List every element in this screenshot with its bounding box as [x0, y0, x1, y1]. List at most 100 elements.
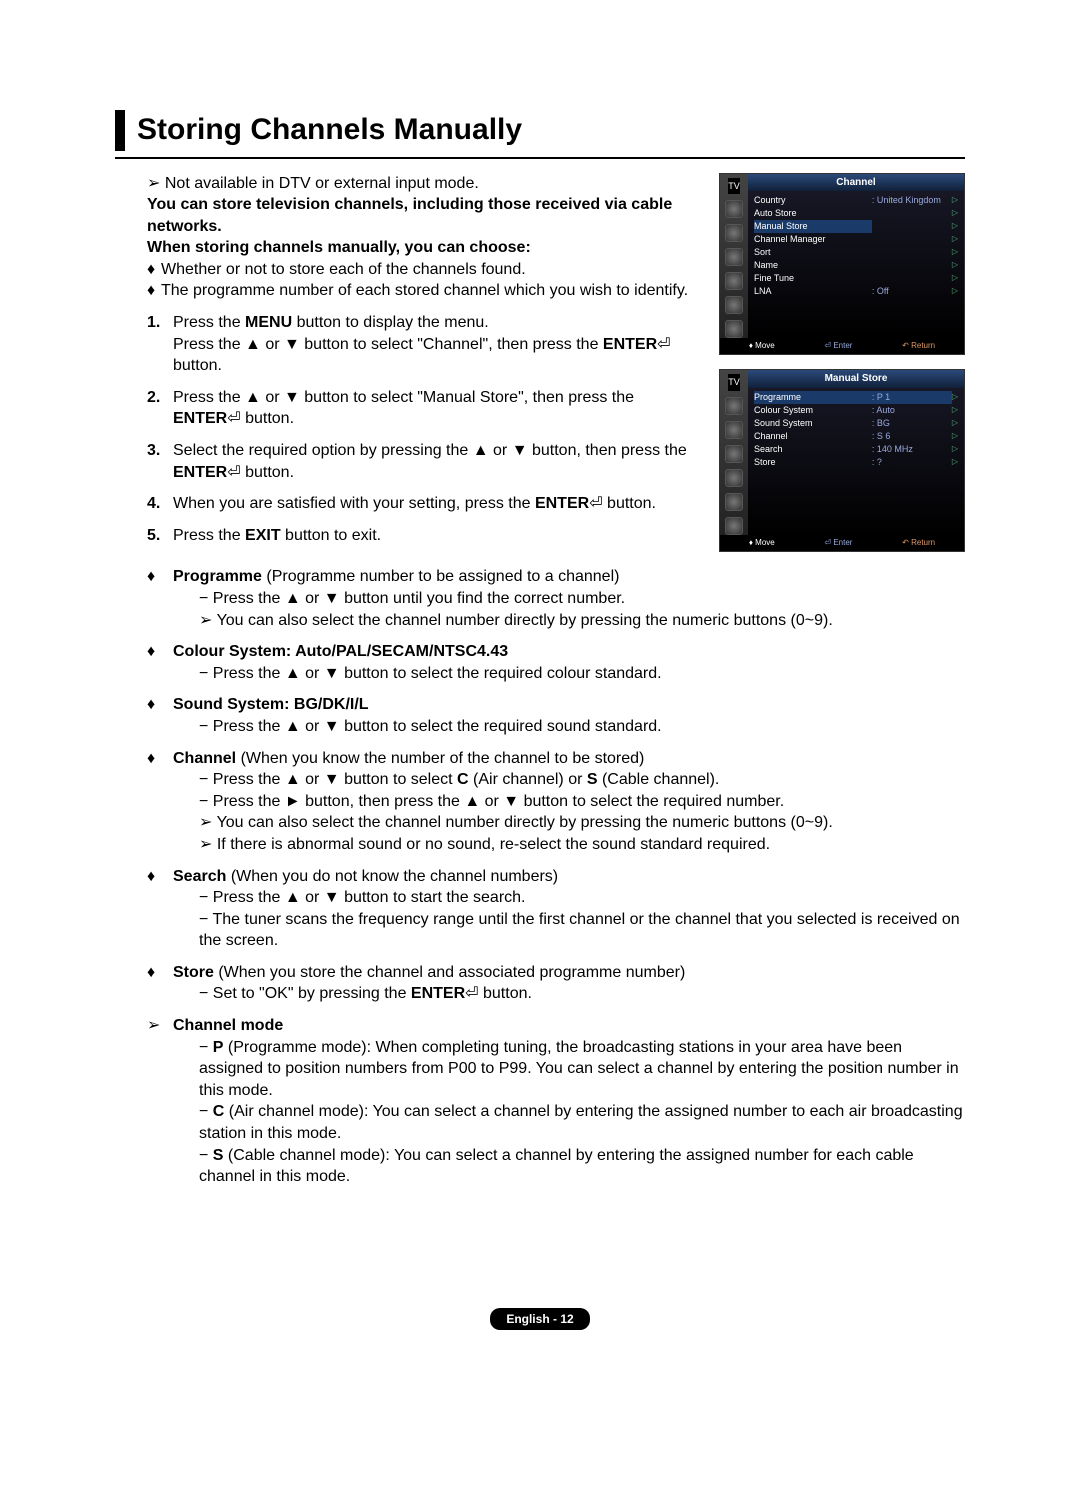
osd-row-label: Store: [754, 456, 872, 468]
bullet-diamond: ♦: [147, 962, 173, 1005]
bullet-diamond: ♦: [147, 866, 173, 952]
osd-row: Programme : P 1 ▷: [754, 391, 958, 404]
osd-row-label: Channel: [754, 430, 872, 442]
option-head: Store (When you store the channel and as…: [173, 962, 965, 984]
osd-row-label: Channel Manager: [754, 233, 872, 245]
osd-foot-move: ♦ Move: [749, 341, 775, 352]
osd-row: Auto Store ▷: [754, 207, 958, 220]
chevron-right-icon: ▷: [952, 247, 958, 258]
option-line: You can also select the channel number d…: [199, 610, 965, 632]
chevron-right-icon: ▷: [952, 234, 958, 245]
osd-row: Channel Manager ▷: [754, 233, 958, 246]
osd-row-value: : 140 MHz: [872, 443, 952, 455]
osd-foot-enter: ⏎ Enter: [824, 538, 852, 549]
osd-sidebar-icon: [725, 493, 743, 511]
option-line: Press the ► button, then press the ▲ or …: [199, 791, 965, 813]
osd-row-label: Programme: [754, 391, 872, 403]
osd-row-value: : BG: [872, 417, 952, 429]
osd-row: Country : United Kingdom ▷: [754, 194, 958, 207]
chevron-right-icon: ▷: [952, 195, 958, 206]
osd-foot-move: ♦ Move: [749, 538, 775, 549]
option-head: Sound System: BG/DK/I/L: [173, 694, 965, 716]
chevron-right-icon: ▷: [952, 431, 958, 442]
step-number: 4.: [147, 493, 173, 515]
step-number: 5.: [147, 525, 173, 547]
osd-row: Store : ? ▷: [754, 456, 958, 469]
intro-line-1: You can store television channels, inclu…: [147, 194, 697, 237]
option-line: Press the ▲ or ▼ button to select the re…: [199, 663, 965, 685]
osd-row: Manual Store ▷: [754, 220, 958, 233]
chevron-right-icon: ▷: [952, 286, 958, 297]
title-rule: [115, 157, 965, 159]
bullet-diamond: ♦: [147, 641, 173, 684]
osd-row-label: Country: [754, 194, 872, 206]
chevron-right-icon: ▷: [952, 260, 958, 271]
option-line: If there is abnormal sound or no sound, …: [199, 834, 965, 856]
bullet-diamond: ♦: [147, 566, 173, 631]
osd-row-label: LNA: [754, 285, 872, 297]
osd-row-value: : ?: [872, 456, 952, 468]
page-title: Storing Channels Manually: [137, 110, 965, 151]
option-line: Press the ▲ or ▼ button to select the re…: [199, 716, 965, 738]
channel-mode-item: S (Cable channel mode): You can select a…: [199, 1145, 965, 1188]
intro-line-2: When storing channels manually, you can …: [147, 237, 697, 259]
osd-sidebar-icon: [725, 200, 743, 218]
chevron-right-icon: ▷: [952, 221, 958, 232]
channel-mode-item: P (Programme mode): When completing tuni…: [199, 1037, 965, 1102]
osd-row-label: Sound System: [754, 417, 872, 429]
osd-row-value: : S 6: [872, 430, 952, 442]
osd-tv-label: TV: [728, 178, 740, 194]
chevron-right-icon: ▷: [952, 457, 958, 468]
osd-foot-enter: ⏎ Enter: [824, 341, 852, 352]
osd-row: Name ▷: [754, 259, 958, 272]
option-head: Channel (When you know the number of the…: [173, 748, 965, 770]
osd-row: Colour System : Auto ▷: [754, 404, 958, 417]
option-line: Press the ▲ or ▼ button to start the sea…: [199, 887, 965, 909]
osd-sidebar-icon: [725, 320, 743, 338]
osd-row-value: : Auto: [872, 404, 952, 416]
osd-row: Channel : S 6 ▷: [754, 430, 958, 443]
osd-sidebar-icon: [725, 224, 743, 242]
osd-row: Sound System : BG ▷: [754, 417, 958, 430]
osd-sidebar-icon: [725, 296, 743, 314]
step-body: Press the EXIT button to exit.: [173, 525, 697, 547]
osd-row-label: Search: [754, 443, 872, 455]
osd-sidebar-icon: [725, 469, 743, 487]
osd-foot-return: ↶ Return: [902, 341, 935, 352]
osd-sidebar-icon: [725, 248, 743, 266]
osd-row-label: Sort: [754, 246, 872, 258]
osd-sidebar-icon: [725, 397, 743, 415]
page-footer: English - 12: [490, 1308, 589, 1330]
osd-manual-store-menu: TV Manual Store Programme : P 1 ▷ Colour…: [719, 369, 965, 552]
osd-channel-menu: TV Channel Country : United Kingdom ▷ Au…: [719, 173, 965, 356]
osd-row-label: Fine Tune: [754, 272, 872, 284]
availability-note: Not available in DTV or external input m…: [147, 173, 697, 195]
step-number: 1.: [147, 312, 173, 377]
osd-row-value: : United Kingdom: [872, 194, 952, 206]
osd-sidebar-icon: [725, 272, 743, 290]
osd-header: Channel: [748, 174, 964, 192]
option-line: Press the ▲ or ▼ button until you find t…: [199, 588, 965, 610]
chevron-right-icon: ▷: [952, 444, 958, 455]
osd-foot-return: ↶ Return: [902, 538, 935, 549]
chevron-right-icon: ▷: [952, 418, 958, 429]
osd-sidebar-icon: [725, 445, 743, 463]
chevron-right-icon: ▷: [952, 392, 958, 403]
bullet-diamond: ♦: [147, 259, 161, 281]
channel-mode-title: Channel mode: [173, 1015, 965, 1037]
osd-row-label: Name: [754, 259, 872, 271]
osd-sidebar-icon: [725, 517, 743, 535]
osd-row-label: Colour System: [754, 404, 872, 416]
step-body: Select the required option by pressing t…: [173, 440, 697, 483]
step-number: 3.: [147, 440, 173, 483]
bullet-diamond: ♦: [147, 280, 161, 302]
osd-row: Search : 140 MHz ▷: [754, 443, 958, 456]
option-line: Set to "OK" by pressing the ENTER⏎ butto…: [199, 983, 965, 1005]
channel-mode-marker: ➢: [147, 1015, 173, 1188]
bullet-diamond: ♦: [147, 748, 173, 856]
osd-tv-label: TV: [728, 374, 740, 390]
chevron-right-icon: ▷: [952, 405, 958, 416]
step-number: 2.: [147, 387, 173, 430]
osd-header: Manual Store: [748, 370, 964, 388]
option-line: You can also select the channel number d…: [199, 812, 965, 834]
